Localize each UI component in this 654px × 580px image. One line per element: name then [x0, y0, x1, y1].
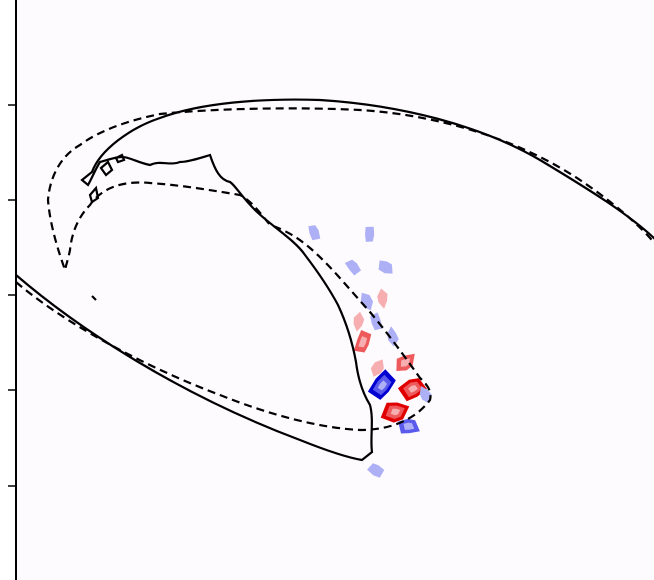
negative-anomaly-fill [367, 463, 385, 478]
solid-contour-small-loop [99, 160, 114, 177]
positive-anomaly-fill [377, 288, 388, 309]
y-axis-ticks [8, 104, 16, 487]
negative-anomaly-fill [308, 225, 321, 241]
solid-contour-fragment [114, 153, 126, 164]
negative-anomaly-fill [387, 326, 399, 347]
negative-anomaly-fill [344, 259, 361, 276]
negative-anomaly-fill [365, 226, 375, 242]
negative-anomaly-fill [378, 260, 393, 274]
positive-anomaly-fill [400, 358, 411, 367]
positive-anomaly-fill [370, 359, 384, 377]
dashed-contour-fragment [91, 295, 97, 301]
positive-anomaly-fill [353, 311, 365, 332]
solid-contour-small-loop [88, 185, 100, 204]
dashed-contour-outer [15, 107, 654, 432]
negative-anomaly-fill [377, 380, 387, 391]
contour-lines [15, 98, 654, 462]
positive-anomaly-fill [390, 408, 401, 416]
positive-anomaly-fill [358, 336, 368, 348]
solid-contour-outer [15, 98, 654, 462]
negative-anomaly-fill [419, 386, 432, 404]
plot-area [15, 0, 654, 580]
negative-anomaly-fill [403, 422, 415, 430]
positive-anomaly-fill [408, 385, 418, 393]
anomaly-fills [308, 225, 432, 478]
